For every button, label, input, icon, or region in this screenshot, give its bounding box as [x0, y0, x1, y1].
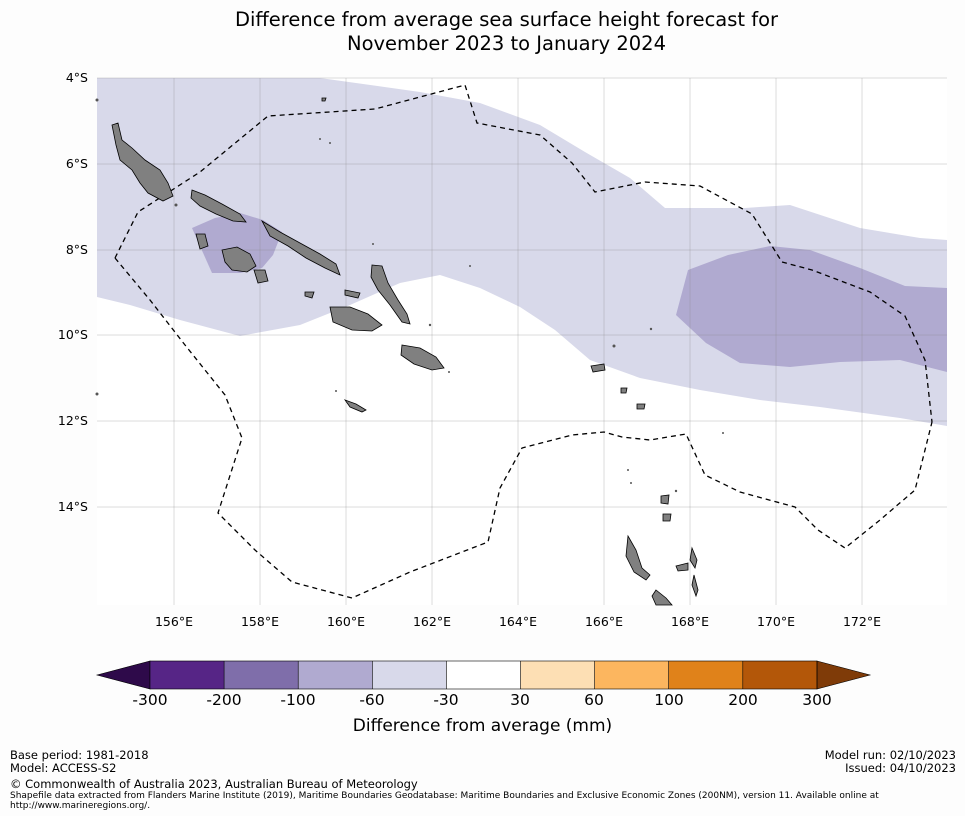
maewo-island	[689, 546, 698, 570]
eez-west-arc	[114, 257, 933, 599]
lat-label-6s: 6°S	[65, 156, 88, 171]
model-run-text: Model run: 02/10/2023	[824, 748, 956, 762]
eez-boundaries	[114, 84, 933, 599]
lon-label-158e: 158°E	[240, 614, 279, 629]
lat-label-8s: 8°S	[65, 242, 88, 257]
santa-cruz-island	[590, 363, 606, 373]
colorbar-over-triangle	[816, 660, 872, 690]
russell-islands	[304, 291, 315, 299]
colorbar-swatch-1	[150, 661, 225, 689]
colorbar-swatch-4	[372, 661, 447, 689]
pentecost-island	[691, 574, 699, 598]
issued-text: Issued: 04/10/2023	[845, 761, 956, 775]
colorbar-title: Difference from average (mm)	[352, 716, 613, 736]
vanua-lava-island	[660, 494, 670, 505]
colorbar-swatch-8	[668, 661, 743, 689]
lon-label-162e: 162°E	[412, 614, 451, 629]
colorbar-swatch-2	[224, 661, 299, 689]
rennell-island	[343, 399, 367, 413]
lat-label-10s: 10°S	[57, 327, 88, 342]
lon-label-156e: 156°E	[154, 614, 193, 629]
title-line-2: November 2023 to January 2024	[347, 32, 666, 55]
new-georgia-island	[221, 246, 257, 273]
colorbar-tick-label: -60	[359, 691, 385, 709]
map-title: Difference from average sea surface heig…	[0, 8, 965, 56]
land-masses	[111, 97, 699, 606]
shapefile-credit-line-2: http://www.marineregions.org/.	[10, 801, 151, 811]
guadalcanal-island	[329, 306, 383, 332]
espiritu-santo-island	[625, 534, 651, 581]
colorbar-tick-label: 100	[654, 691, 684, 709]
colorbar-tick-label: -200	[206, 691, 242, 709]
lon-label-164e: 164°E	[498, 614, 537, 629]
gaua-island	[662, 513, 672, 522]
santa-isabel-island	[260, 219, 341, 276]
vella-lavella-island	[195, 233, 209, 250]
lon-label-170e: 170°E	[756, 614, 795, 629]
makira-island	[400, 344, 445, 371]
colorbar-tick-label: -100	[280, 691, 316, 709]
colorbar-tick-label: 300	[802, 691, 832, 709]
small-islets	[95, 98, 724, 493]
colorbar-tick-label: 30	[510, 691, 530, 709]
colorbar-swatch-7	[594, 661, 669, 689]
lon-label-172e: 172°E	[842, 614, 881, 629]
lon-label-160e: 160°E	[326, 614, 365, 629]
lat-label-12s: 12°S	[57, 413, 88, 428]
lat-label-4s: 4°S	[65, 70, 88, 85]
rendova-island	[253, 269, 269, 284]
colorbar-outline	[149, 660, 818, 690]
anomaly-patch-east	[676, 246, 947, 372]
eez-solomon-islands	[114, 84, 933, 423]
colorbar-swatch-9	[742, 661, 817, 689]
ontong-java-atoll	[321, 97, 327, 102]
model-text: Model: ACCESS-S2	[10, 761, 117, 775]
lat-label-14s: 14°S	[57, 499, 88, 514]
malaita-island	[370, 264, 411, 325]
vanikoro-island	[620, 387, 628, 394]
shapefile-credit-line-1: Shapefile data extracted from Flanders M…	[10, 791, 879, 801]
colorbar-under-triangle	[95, 660, 151, 690]
lon-label-166e: 166°E	[584, 614, 623, 629]
malekula-island	[651, 589, 673, 606]
anomaly-patch-west	[192, 213, 282, 273]
copyright-text: © Commonwealth of Australia 2023, Austra…	[10, 777, 418, 791]
colorbar-swatch-6	[520, 661, 595, 689]
ambae-island	[675, 562, 689, 572]
base-period-text: Base period: 1981-2018	[10, 748, 149, 762]
colorbar-swatch-5	[446, 661, 521, 689]
colorbar-swatch-3	[298, 661, 373, 689]
colorbar-tick-label: -30	[433, 691, 459, 709]
colorbar-tick-label: 200	[728, 691, 758, 709]
bougainville-island	[111, 122, 174, 202]
florida-islands	[344, 289, 361, 299]
colorbar-tick-label: -300	[132, 691, 168, 709]
utupua-island	[636, 403, 646, 410]
choiseul-island	[190, 189, 247, 223]
title-line-1: Difference from average sea surface heig…	[234, 8, 779, 31]
colorbar-tick-label: 60	[584, 691, 604, 709]
lon-label-168e: 168°E	[670, 614, 709, 629]
